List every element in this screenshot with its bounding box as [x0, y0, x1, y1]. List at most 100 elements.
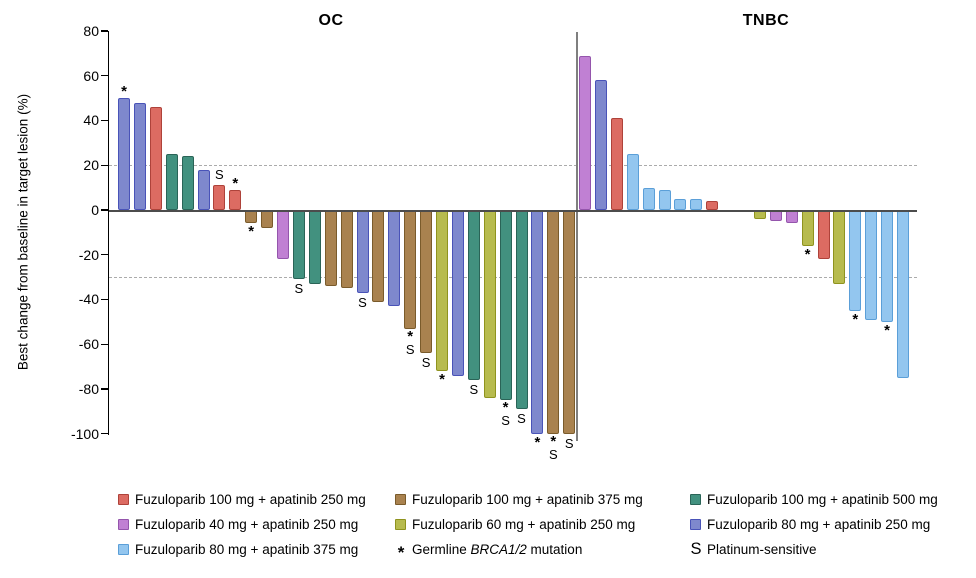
legend-swatch-f80a375 [118, 543, 129, 555]
bar-oc-14 [324, 210, 337, 287]
bar-tnbc-1 [579, 55, 591, 210]
legend-swatch-f40a250 [118, 518, 129, 530]
legend-item-f40a250: Fuzuloparib 40 mg + apatinib 250 mg [118, 516, 358, 532]
bar-tnbc-18 [849, 210, 862, 311]
bar-oc-2 [133, 102, 146, 210]
bar-tnbc-9 [706, 201, 719, 210]
y-tick-mark [101, 433, 108, 435]
bar-oc-1 [118, 98, 130, 210]
brca-mutation-asterisk: * [232, 174, 239, 192]
bar-oc-18 [388, 210, 401, 307]
bar-oc-26 [515, 210, 528, 410]
legend-swatch-f100a375 [395, 493, 406, 505]
y-axis-line [107, 30, 109, 435]
brca-mutation-asterisk: * [852, 310, 859, 328]
bar-oc-4 [165, 154, 178, 210]
y-tick-label-60: 60 [83, 67, 99, 84]
legend-item-f100a500: Fuzuloparib 100 mg + apatinib 500 mg [690, 491, 938, 507]
bar-oc-16 [356, 210, 369, 293]
y-tick-label--60: -60 [78, 336, 99, 353]
bar-tnbc-6 [658, 189, 671, 210]
platinum-s-symbol: S [690, 540, 702, 558]
bar-oc-13 [308, 210, 321, 284]
bar-oc-10 [261, 210, 274, 228]
y-tick-mark [101, 388, 108, 390]
legend-swatch-f60a250 [395, 518, 406, 530]
y-axis-label: Best change from baseline in target lesi… [15, 93, 31, 371]
bar-oc-24 [483, 210, 496, 398]
y-tick-label--100: -100 [70, 425, 99, 442]
bar-tnbc-17 [833, 210, 846, 284]
bar-oc-19 [404, 210, 417, 329]
bar-tnbc-5 [642, 187, 655, 210]
bar-tnbc-16 [817, 210, 830, 260]
panel-title-tnbc: TNBC [742, 12, 790, 29]
y-tick-mark [101, 30, 108, 32]
y-tick-mark [101, 298, 108, 301]
bar-tnbc-14 [785, 210, 798, 224]
plot-area: 80 60 40 20 0 -20 -40 -60 -80 -100 * S * * S S * S S * S * S S *… [71, 23, 917, 461]
bar-tnbc-2 [594, 80, 607, 210]
y-tick-label--80: -80 [78, 380, 99, 397]
bar-tnbc-20 [881, 210, 894, 322]
legend-swatch-f80a250 [690, 518, 701, 530]
y-tick-mark [101, 75, 108, 77]
platinum-sensitive-s: S [358, 294, 367, 310]
platinum-sensitive-s: S [215, 167, 224, 183]
brca-mutation-asterisk: * [502, 399, 509, 417]
legend-swatch-f100a500 [690, 493, 701, 505]
bar-tnbc-4 [626, 154, 639, 210]
legend-item-f60a250: Fuzuloparib 60 mg + apatinib 250 mg [395, 516, 635, 532]
legend-label: Germline BRCA1/2 mutation [412, 541, 583, 557]
legend-item-platinum-sensitive: S Platinum-sensitive [690, 540, 817, 558]
bar-tnbc-3 [610, 118, 623, 210]
bar-oc-8 [229, 189, 242, 210]
y-tick-mark [101, 254, 108, 256]
legend-label: Fuzuloparib 60 mg + apatinib 250 mg [412, 516, 636, 532]
brca-mutation-asterisk: * [121, 83, 127, 101]
legend-label: Fuzuloparib 100 mg + apatinib 250 mg [135, 491, 366, 507]
y-tick-label--20: -20 [78, 246, 99, 263]
legend-label: Platinum-sensitive [707, 541, 817, 557]
bar-oc-3 [149, 107, 162, 210]
brca-mutation-asterisk: * [534, 433, 541, 451]
legend-label: Fuzuloparib 80 mg + apatinib 375 mg [135, 541, 359, 557]
bar-oc-21 [436, 210, 448, 372]
brca-mutation-asterisk: * [804, 245, 811, 263]
bar-tnbc-21 [897, 210, 909, 378]
bar-oc-7 [213, 185, 226, 210]
platinum-sensitive-s: S [548, 446, 558, 462]
y-tick-label-40: 40 [83, 112, 99, 129]
legend-item-f80a250: Fuzuloparib 80 mg + apatinib 250 mg [690, 516, 930, 532]
brca-mutation-asterisk: * [550, 432, 557, 450]
bar-oc-12 [292, 210, 305, 280]
brca-mutation-asterisk: * [439, 371, 445, 389]
bar-oc-11 [277, 210, 289, 260]
legend-item-brca-mutation: * Germline BRCA1/2 mutation [395, 541, 583, 562]
legend-label: Fuzuloparib 100 mg + apatinib 375 mg [412, 491, 643, 507]
y-tick-label-20: 20 [83, 157, 99, 174]
y-tick-mark [101, 343, 108, 345]
platinum-sensitive-s: S [564, 435, 574, 451]
bar-oc-27 [531, 210, 544, 434]
panel-title-oc: OC [318, 12, 344, 29]
platinum-sensitive-s: S [517, 411, 526, 427]
y-tick-label--40: -40 [78, 291, 99, 308]
legend-item-f80a375: Fuzuloparib 80 mg + apatinib 375 mg [118, 541, 358, 557]
threshold-line--30 [109, 277, 917, 279]
bar-oc-5 [181, 156, 194, 210]
legend-item-f100a375: Fuzuloparib 100 mg + apatinib 375 mg [395, 491, 643, 507]
brca-mutation-asterisk: * [248, 223, 255, 241]
legend-swatch-f100a250 [118, 493, 129, 505]
bar-oc-17 [372, 210, 385, 302]
legend-label: Fuzuloparib 80 mg + apatinib 250 mg [707, 516, 931, 532]
bar-oc-9 [245, 210, 258, 224]
legend-item-f100a250: Fuzuloparib 100 mg + apatinib 250 mg [118, 491, 366, 507]
zero-line [109, 210, 917, 212]
bar-oc-28 [547, 210, 560, 434]
bar-oc-15 [340, 210, 353, 289]
platinum-sensitive-s: S [469, 381, 479, 397]
threshold-line-20 [109, 165, 917, 167]
y-tick-mark [101, 119, 108, 122]
